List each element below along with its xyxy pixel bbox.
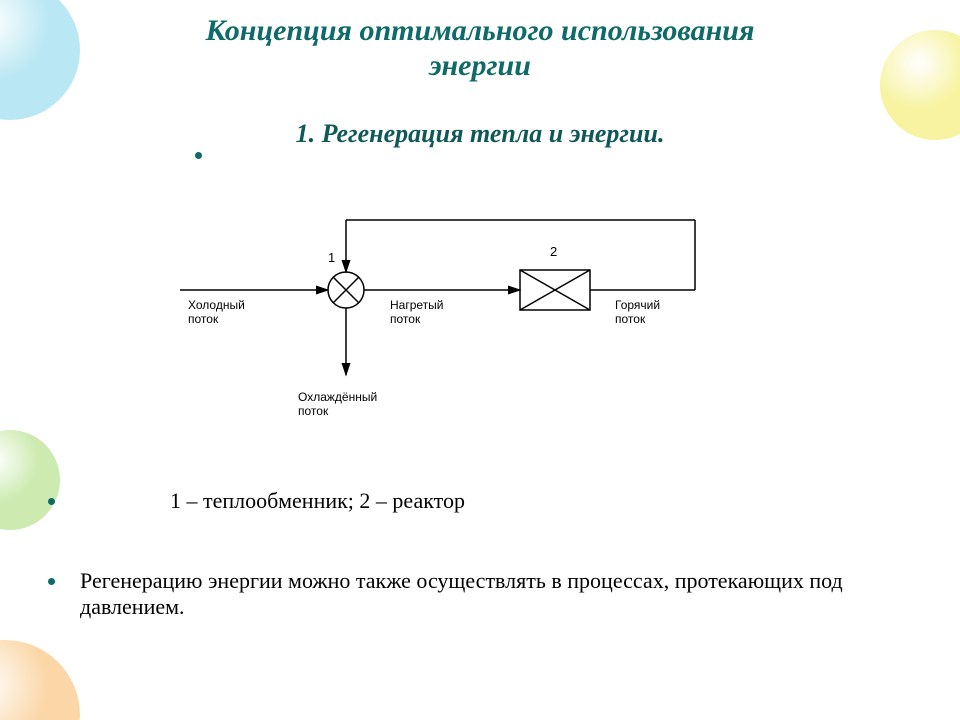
- label-cold-l1: Холодный: [188, 298, 245, 312]
- body-text: Регенерацию энергии можно также осуществ…: [80, 568, 900, 621]
- label-cooled-stream: Охлаждённый поток: [298, 390, 377, 419]
- label-heated-l1: Нагретый: [390, 298, 444, 312]
- title-line1: Концепция оптимального использования: [206, 14, 755, 47]
- node-label-2: 2: [550, 244, 557, 260]
- page-title: Концепция оптимального использования эне…: [0, 0, 960, 83]
- label-cooled-l1: Охлаждённый: [298, 390, 377, 404]
- label-hot-stream: Горячий поток: [615, 298, 660, 327]
- title-line2: энергии: [429, 49, 531, 82]
- diagram-svg: [150, 200, 810, 460]
- label-cold-stream: Холодный поток: [188, 298, 245, 327]
- label-cold-l2: поток: [188, 312, 218, 326]
- bullet-legend: [48, 498, 55, 505]
- slide-content: Концепция оптимального использования эне…: [0, 0, 960, 720]
- label-heated-l2: поток: [390, 312, 420, 326]
- legend-text: 1 – теплообменник; 2 – реактор: [170, 488, 465, 514]
- label-cooled-l2: поток: [298, 404, 328, 418]
- subtitle: 1. Регенерация тепла и энергии.: [0, 119, 960, 149]
- label-heated-stream: Нагретый поток: [390, 298, 444, 327]
- bullet-body: [48, 578, 55, 585]
- node-label-1: 1: [328, 250, 335, 266]
- heat-regeneration-diagram: Холодный поток Нагретый поток Горячий по…: [150, 200, 810, 460]
- label-hot-l2: поток: [615, 312, 645, 326]
- label-hot-l1: Горячий: [615, 298, 660, 312]
- bullet-subtitle: [195, 152, 202, 159]
